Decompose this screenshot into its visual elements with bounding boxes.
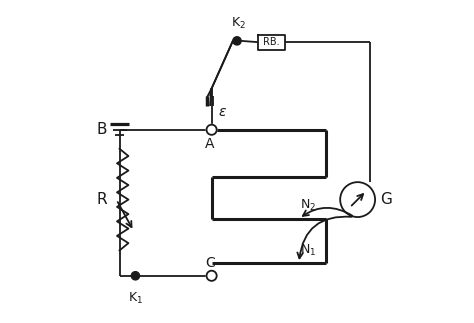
Text: ε: ε	[218, 105, 226, 119]
Text: B: B	[97, 122, 107, 137]
Circle shape	[131, 272, 139, 280]
Circle shape	[207, 271, 217, 281]
Text: C: C	[205, 256, 215, 270]
Text: K$_2$: K$_2$	[231, 16, 246, 31]
Text: N$_2$: N$_2$	[301, 198, 317, 214]
Text: N$_1$: N$_1$	[301, 243, 317, 258]
Text: G: G	[380, 192, 392, 207]
Text: K$_1$: K$_1$	[128, 290, 143, 306]
Circle shape	[207, 125, 217, 135]
Text: R: R	[97, 192, 108, 207]
Text: RB.: RB.	[263, 37, 280, 47]
Circle shape	[340, 182, 375, 217]
Circle shape	[233, 37, 241, 45]
Text: A: A	[205, 137, 215, 151]
